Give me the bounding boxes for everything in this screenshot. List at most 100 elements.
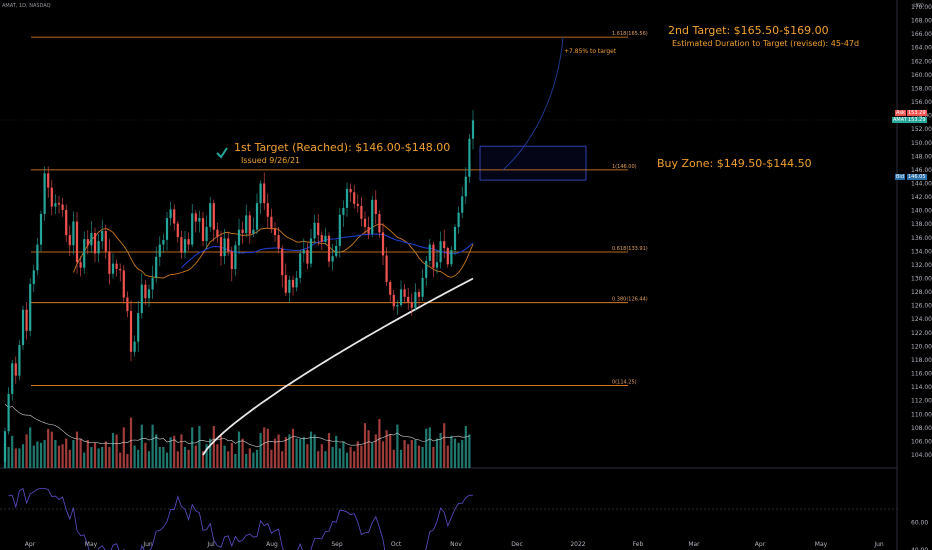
- candle-body: [263, 183, 266, 204]
- time-tick-label: Nov: [450, 541, 462, 548]
- check-icon: [216, 147, 228, 159]
- fib-label: 0(114.25): [612, 379, 637, 385]
- volume-bar: [36, 441, 39, 468]
- volume-bars: [3, 403, 471, 468]
- target1-title: 1st Target (Reached): $146.00-$148.00: [234, 141, 451, 154]
- volume-bar: [72, 440, 75, 468]
- volume-bar: [277, 434, 280, 468]
- price-tick-label: 104.00: [911, 452, 932, 459]
- candle-body: [119, 269, 122, 271]
- time-tick-label: May: [815, 541, 828, 548]
- candle-body: [191, 213, 194, 245]
- volume-bar: [295, 438, 298, 468]
- volume-bar: [137, 449, 140, 468]
- candle-body: [97, 241, 100, 254]
- volume-bar: [464, 426, 467, 468]
- candle-body: [284, 275, 287, 293]
- volume-bar: [399, 449, 403, 468]
- candle-body: [68, 235, 71, 246]
- volume-bar: [25, 434, 28, 468]
- price-tick-label: 150.00: [911, 140, 932, 147]
- price-tick-label: 158.00: [911, 85, 932, 92]
- price-tick-label: 126.00: [911, 303, 932, 310]
- candle-body: [129, 311, 133, 352]
- candle-body: [14, 363, 17, 376]
- candle-body: [417, 292, 421, 297]
- time-axis[interactable]: Apr May Jun Jul Aug Sep Oct Nov Dec 2022 Feb Mar Apr…: [25, 541, 884, 548]
- price-tick-label: 142.00: [911, 194, 932, 201]
- price-tick-label: 132.00: [911, 262, 932, 269]
- volume-bar: [432, 447, 435, 468]
- target2-duration: Estimated Duration to Target (revised): …: [672, 39, 860, 48]
- price-tick-label: 154.00: [911, 113, 932, 120]
- candle-body: [342, 207, 345, 215]
- rsi-tick-label: 60.00: [911, 520, 928, 527]
- volume-ma-line: [4, 403, 470, 448]
- time-tick-label: Dec: [511, 541, 523, 548]
- ask-tag-value: 153.29: [907, 110, 927, 116]
- amat-tag-label: AMAT: [892, 117, 908, 123]
- candle-body: [3, 431, 7, 462]
- time-tick-label: 2022: [570, 541, 585, 548]
- volume-bar: [180, 434, 183, 468]
- price-axis[interactable]: 104.00 106.00 108.00 110.00 112.00 114.00 116.…: [911, 4, 932, 459]
- price-tick-label: 112.00: [911, 398, 932, 405]
- candle-body: [198, 218, 201, 222]
- volume-bar: [353, 451, 356, 468]
- volume-bar: [291, 428, 295, 468]
- volume-bar: [367, 430, 370, 468]
- candle-body: [176, 223, 179, 238]
- price-tick-label: 116.00: [911, 371, 932, 378]
- volume-bar: [324, 451, 327, 468]
- candle-body: [57, 203, 61, 205]
- volume-bar: [457, 442, 460, 468]
- volume-bar: [90, 447, 93, 468]
- volume-bar: [371, 442, 374, 468]
- volume-bar: [201, 451, 205, 468]
- candle-body: [273, 228, 277, 236]
- target1-issued: Issued 9/26/21: [241, 156, 301, 165]
- volume-bar: [133, 445, 136, 468]
- candle-body: [115, 263, 118, 270]
- candle-body: [309, 238, 313, 264]
- volume-bar: [302, 437, 305, 468]
- ma20-line: [72, 223, 474, 279]
- candle-body: [453, 226, 457, 251]
- price-tick-label: 148.00: [911, 153, 932, 160]
- candle-body: [281, 248, 284, 276]
- rsi-tick-label: 40.00: [911, 547, 928, 550]
- volume-bar: [173, 435, 176, 468]
- volume-bar: [158, 447, 161, 468]
- candle-body: [371, 199, 374, 234]
- candle-body: [457, 212, 460, 227]
- candle-body: [75, 221, 79, 263]
- volume-bar: [14, 448, 17, 468]
- candle-body: [392, 294, 395, 307]
- time-tick-label: May: [85, 541, 98, 548]
- price-tick-label: 166.00: [911, 31, 932, 38]
- candle-body: [137, 313, 140, 342]
- candle-body: [133, 341, 136, 352]
- candle-body: [21, 309, 25, 346]
- volume-bar: [183, 447, 187, 468]
- volume-bar: [306, 444, 309, 468]
- candle-body: [205, 226, 208, 242]
- candle-body: [414, 292, 417, 308]
- volume-bar: [252, 452, 255, 468]
- candle-body: [36, 244, 39, 271]
- candle-body: [162, 239, 165, 245]
- volume-bar: [198, 426, 201, 468]
- time-tick-label: Aug: [266, 541, 278, 548]
- volume-bar: [263, 427, 266, 468]
- fib-label: 0.618(133.91): [612, 246, 648, 252]
- fib-label: 1(146.00): [612, 164, 637, 170]
- volume-bar: [309, 431, 313, 468]
- candle-body: [93, 233, 97, 254]
- price-tick-label: 168.00: [911, 18, 932, 25]
- candle-body: [11, 363, 14, 394]
- volume-bar: [417, 445, 421, 468]
- time-tick-label: Apr: [25, 541, 36, 548]
- candle-body: [259, 183, 262, 204]
- price-tick-label: 122.00: [911, 330, 932, 337]
